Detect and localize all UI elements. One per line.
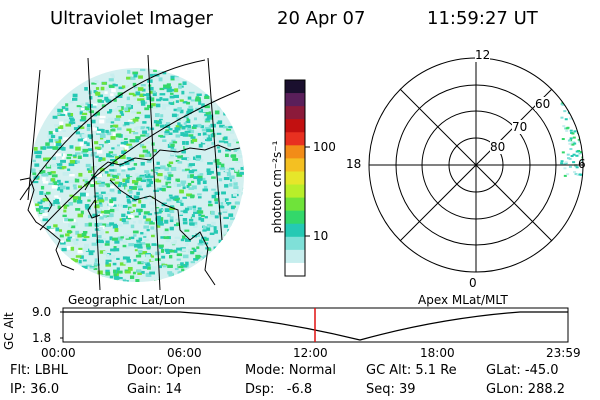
lat-label-70: 70 bbox=[512, 120, 528, 134]
mode-info: Mode: Normal bbox=[245, 363, 336, 378]
colorbar-band bbox=[285, 236, 305, 251]
lat-label-60: 60 bbox=[535, 97, 551, 111]
colorbar-band bbox=[285, 184, 305, 199]
glon-info: GLon: 288.2 bbox=[486, 382, 566, 397]
dsp-info: Dsp: -6.8 bbox=[245, 382, 313, 397]
mlt-label-12: 12 bbox=[475, 48, 491, 62]
x-tick-1: 06:00 bbox=[167, 346, 202, 360]
colorbar-band bbox=[285, 197, 305, 212]
altitude-ymin: 1.8 bbox=[32, 331, 52, 345]
altitude-curve bbox=[63, 311, 568, 341]
colorbar-band bbox=[285, 223, 305, 238]
instrument-title: Ultraviolet Imager bbox=[50, 8, 213, 29]
colorbar-band bbox=[285, 158, 305, 172]
geographic-label: Geographic Lat/Lon bbox=[68, 293, 186, 307]
map-grid-lines bbox=[19, 54, 241, 291]
door-info: Door: Open bbox=[127, 363, 202, 378]
colorbar-band bbox=[285, 262, 305, 277]
ip-info: IP: 36.0 bbox=[10, 382, 60, 397]
colorbar-band bbox=[285, 93, 305, 107]
seq-info: Seq: 39 bbox=[366, 382, 416, 397]
emission-speckles bbox=[30, 68, 244, 282]
x-tick-0: 00:00 bbox=[41, 346, 76, 360]
mlt-label-18: 18 bbox=[346, 157, 362, 171]
colorbar-band bbox=[285, 171, 305, 186]
colorbar bbox=[284, 79, 310, 277]
colorbar-band bbox=[285, 106, 305, 120]
date-label: 20 Apr 07 bbox=[277, 8, 366, 29]
x-tick-2: 12:00 bbox=[293, 346, 328, 360]
gc-alt-info: GC Alt: 5.1 Re bbox=[366, 363, 457, 378]
apex-label: Apex MLat/MLT bbox=[418, 293, 508, 307]
colorbar-band bbox=[285, 145, 305, 159]
colorbar-tick-100: 100 bbox=[313, 140, 336, 154]
colorbar-band bbox=[285, 119, 305, 133]
x-tick-3: 18:00 bbox=[420, 346, 455, 360]
colorbar-band bbox=[285, 132, 305, 146]
colorbar-band bbox=[285, 249, 305, 264]
colorbar-band bbox=[285, 210, 305, 225]
x-tick-4: 23:59 bbox=[546, 346, 581, 360]
lat-label-80: 80 bbox=[490, 140, 506, 154]
coastline bbox=[19, 144, 241, 286]
gain-info: Gain: 14 bbox=[127, 382, 182, 397]
colorbar-tick-10: 10 bbox=[313, 229, 329, 243]
glat-info: GLat: -45.0 bbox=[486, 363, 559, 378]
mlt-label-6: 6 bbox=[578, 157, 586, 171]
filter-info: Flt: LBHL bbox=[10, 363, 68, 378]
time-label: 11:59:27 UT bbox=[427, 8, 538, 29]
altitude-ylabel: GC Alt bbox=[2, 312, 16, 350]
altitude-ymax: 9.0 bbox=[32, 305, 52, 319]
geographic-image bbox=[19, 54, 244, 291]
colorbar-band bbox=[285, 80, 305, 94]
mlt-label-0: 0 bbox=[469, 276, 477, 290]
